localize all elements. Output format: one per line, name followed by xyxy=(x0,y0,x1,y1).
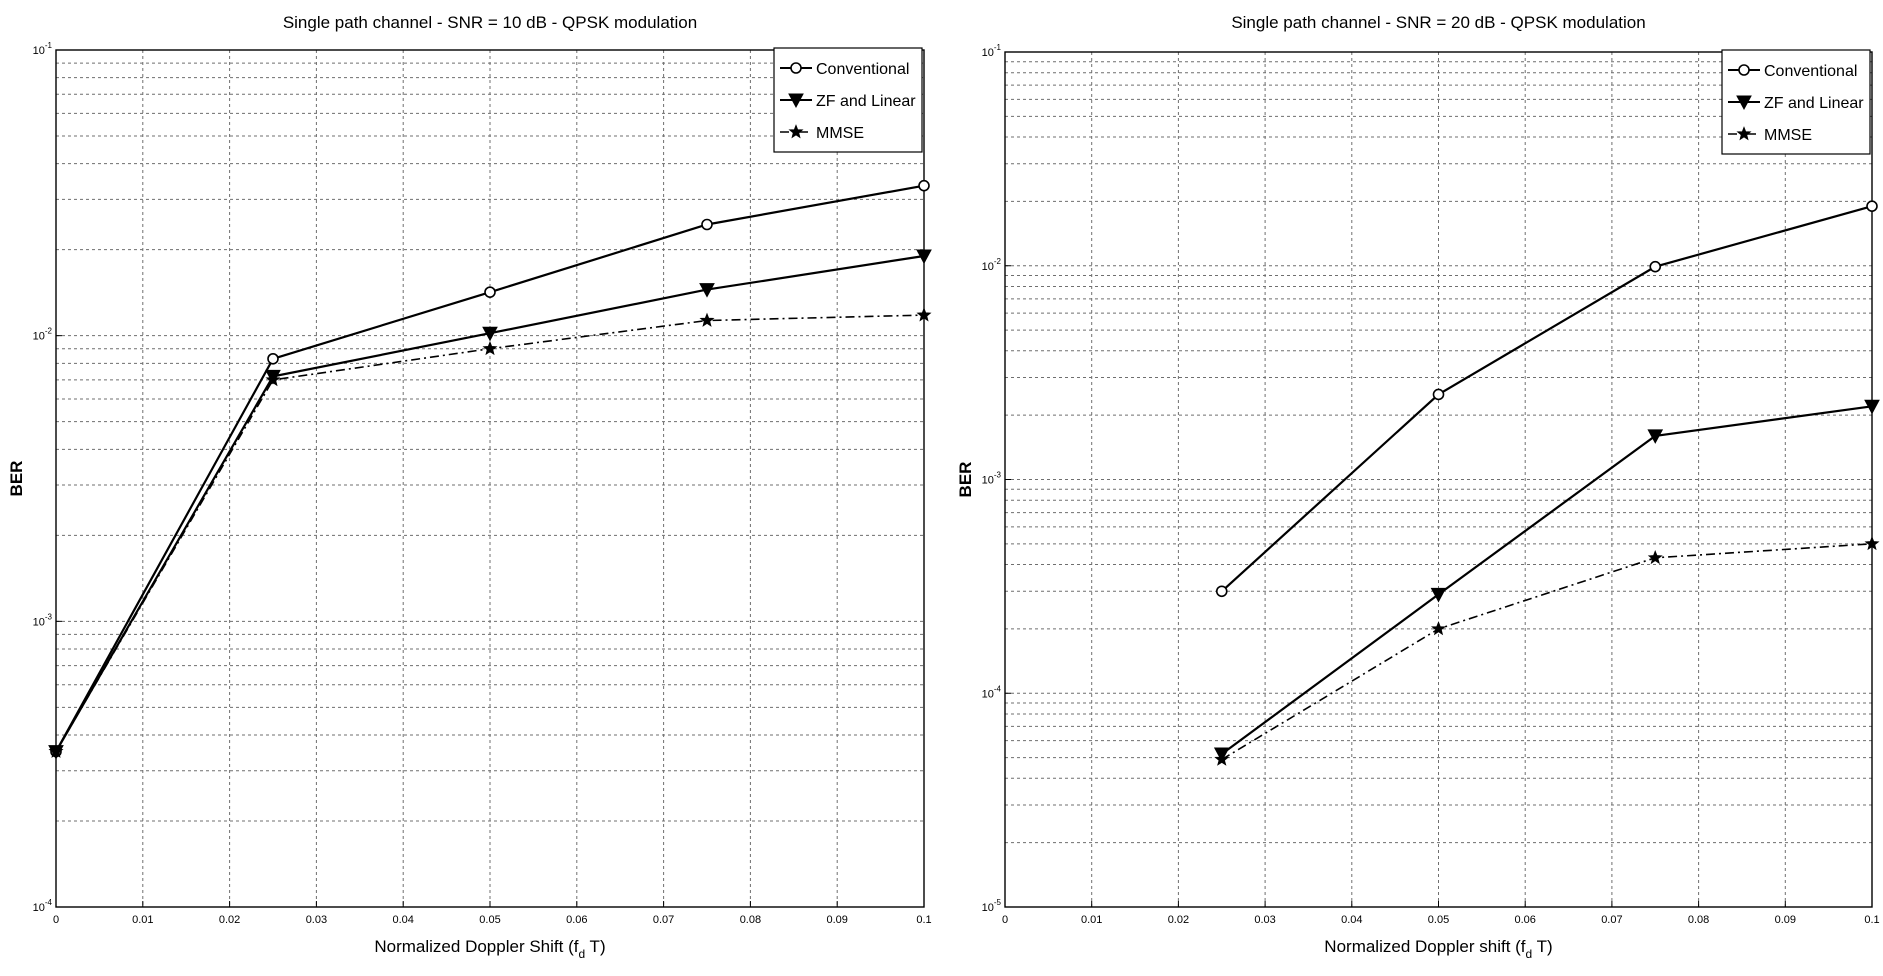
x-tick-label: 0.06 xyxy=(1514,914,1535,926)
chart-title: Single path channel - SNR = 10 dB - QPSK… xyxy=(283,13,697,32)
x-tick-label: 0 xyxy=(53,914,59,926)
data-point-conventional xyxy=(918,179,930,192)
x-axis: 0 0.01 0.02 0.03 0.04 0.05 0.06 0.07 0.08 0.09 0.1 xyxy=(1002,901,1880,926)
chart-svg: 0 0.01 0.02 0.03 0.04 0.05 0.06 0.07 0.08 0.09 0.1… xyxy=(7,13,932,961)
x-tick-label: 0.03 xyxy=(1254,914,1275,926)
legend: Conventional ZF and Linear MMSE xyxy=(773,47,923,153)
x-tick-label: 0.07 xyxy=(1601,914,1622,926)
series-mmse xyxy=(48,307,932,758)
x-tick-label: 0.03 xyxy=(306,914,327,926)
legend-label-mmse: MMSE xyxy=(816,125,864,142)
legend-marker-conventional xyxy=(790,62,802,74)
data-point-mmse xyxy=(1864,535,1880,551)
data-point-mmse xyxy=(482,340,498,356)
legend-marker-mmse xyxy=(1736,126,1752,141)
x-tick-label: 0.04 xyxy=(392,914,413,926)
y-tick-label: 10-1 xyxy=(982,43,1002,59)
data-point-zf-and-linear xyxy=(699,283,715,298)
data-point-conventional xyxy=(1866,200,1878,212)
x-tick-label: 0.09 xyxy=(826,914,847,926)
data-point-conventional xyxy=(1649,260,1662,273)
legend-label-zf-and-linear: ZF and Linear xyxy=(816,93,916,110)
legend-label-conventional: Conventional xyxy=(1764,63,1857,80)
chart-svg: 0 0.01 0.02 0.03 0.04 0.05 0.06 0.07 0.08 0.09 0.1… xyxy=(956,13,1880,961)
data-point-mmse xyxy=(916,307,932,322)
data-point-zf-and-linear xyxy=(482,326,498,342)
y-tick-label: 10-2 xyxy=(982,257,1002,273)
data-point-zf-and-linear xyxy=(1430,587,1447,603)
data-point-conventional xyxy=(1215,585,1228,598)
x-tick-label: 0.1 xyxy=(916,914,931,926)
data-point-mmse xyxy=(1430,621,1447,636)
x-tick-label: 0.06 xyxy=(566,914,587,926)
grid xyxy=(56,50,924,907)
x-tick-label: 0.05 xyxy=(1428,914,1449,926)
data-point-mmse xyxy=(1647,549,1663,565)
y-axis: 10-5 10-4 10-3 10-2 10-1 xyxy=(982,43,1011,914)
legend-label-mmse: MMSE xyxy=(1764,127,1812,144)
y-tick-label: 10-4 xyxy=(982,684,1002,700)
x-tick-label: 0.04 xyxy=(1341,914,1362,926)
data-point-conventional xyxy=(267,352,279,365)
data-point-zf-and-linear xyxy=(1864,399,1880,415)
x-tick-label: 0.08 xyxy=(1688,914,1709,926)
x-tick-label: 0.02 xyxy=(219,914,240,926)
x-tick-label: 0.05 xyxy=(479,914,500,926)
legend-marker-zf-and-linear xyxy=(788,93,804,109)
y-tick-label: 10-1 xyxy=(33,41,53,57)
x-tick-label: 0.02 xyxy=(1168,914,1189,926)
x-tick-label: 0.07 xyxy=(653,914,674,926)
data-point-mmse xyxy=(1214,751,1230,766)
series-zf-and-linear xyxy=(1213,399,1880,763)
data-point-mmse xyxy=(699,312,715,327)
x-tick-label: 0.1 xyxy=(1864,914,1879,926)
data-point-zf-and-linear xyxy=(1647,429,1664,444)
y-axis-label: BER xyxy=(7,461,26,497)
y-tick-label: 10-4 xyxy=(33,898,53,914)
y-axis: 10-4 10-3 10-2 10-1 xyxy=(33,41,62,914)
data-point-zf-and-linear xyxy=(916,249,932,265)
series-zf-and-linear xyxy=(48,249,932,760)
series-conventional xyxy=(1215,200,1878,598)
x-tick-label: 0 xyxy=(1002,914,1008,926)
data-point-mmse xyxy=(48,743,64,758)
y-tick-label: 10-3 xyxy=(33,612,53,628)
x-tick-label: 0.09 xyxy=(1775,914,1796,926)
x-axis: 0 0.01 0.02 0.03 0.04 0.05 0.06 0.07 0.08 0.09 0.1 xyxy=(53,901,932,926)
data-point-mmse xyxy=(265,372,281,387)
legend-marker-zf-and-linear xyxy=(1736,95,1752,111)
legend-label-zf-and-linear: ZF and Linear xyxy=(1764,95,1864,112)
y-tick-label: 10-5 xyxy=(982,898,1002,914)
data-point-conventional xyxy=(701,218,713,231)
x-tick-label: 0.01 xyxy=(1081,914,1102,926)
legend: Conventional ZF and Linear MMSE xyxy=(1721,49,1871,155)
x-axis-label: Normalized Doppler shift (fd T) xyxy=(1324,937,1552,961)
chart-title: Single path channel - SNR = 20 dB - QPSK… xyxy=(1231,13,1645,32)
y-tick-label: 10-3 xyxy=(982,471,1002,487)
series-line-mmse xyxy=(1221,543,1873,761)
series-line-zf-and-linear xyxy=(1221,405,1873,755)
x-tick-label: 0.08 xyxy=(740,914,761,926)
grid xyxy=(1005,52,1872,907)
series-line-conventional xyxy=(1221,205,1873,593)
legend-label-conventional: Conventional xyxy=(816,61,909,78)
y-axis-label: BER xyxy=(956,462,975,498)
chart-panel-snr-20db: 0 0.01 0.02 0.03 0.04 0.05 0.06 0.07 0.08 0.09 0.1… xyxy=(942,0,1883,976)
legend-marker-conventional xyxy=(1738,64,1750,76)
x-axis-label: Normalized Doppler Shift (fd T) xyxy=(374,937,605,961)
y-tick-label: 10-2 xyxy=(33,327,53,343)
data-point-conventional xyxy=(484,286,496,298)
x-tick-label: 0.01 xyxy=(132,914,153,926)
chart-panel-snr-10db: 0 0.01 0.02 0.03 0.04 0.05 0.06 0.07 0.08 0.09 0.1… xyxy=(0,0,941,976)
legend-marker-mmse xyxy=(788,124,804,139)
series-mmse xyxy=(1214,535,1880,766)
data-point-conventional xyxy=(1432,388,1445,401)
